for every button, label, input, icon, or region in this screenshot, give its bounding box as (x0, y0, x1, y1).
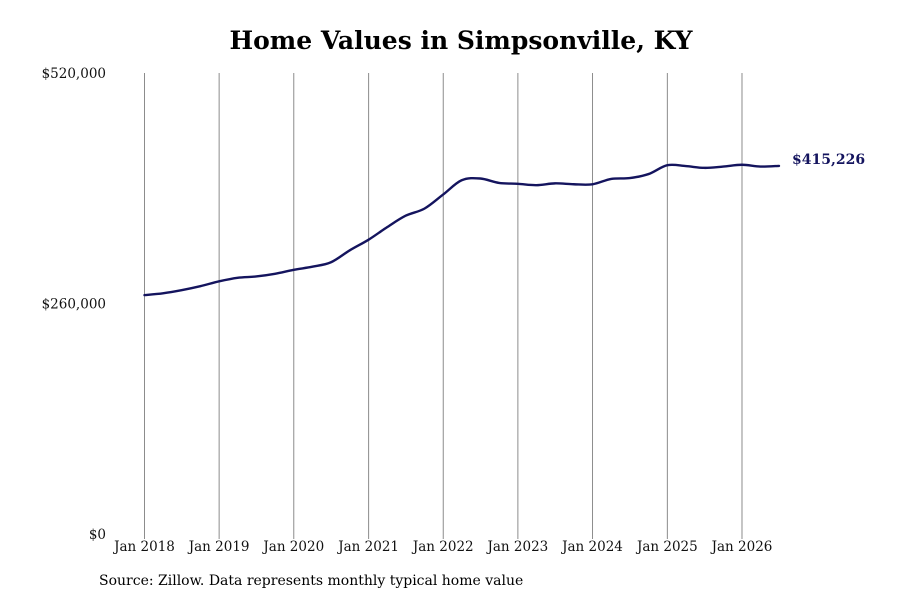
x-tick-label-8: Jan 2026 (710, 539, 773, 555)
y-tick-label-1: $260,000 (42, 297, 106, 313)
x-tick-label-5: Jan 2023 (485, 539, 548, 555)
series-layer (143, 163, 781, 297)
y-tick-label-2: $520,000 (42, 66, 106, 82)
series-line-0 (143, 163, 781, 297)
y-tick-label-0: $0 (89, 527, 106, 543)
latest-value-label: $415,226 (792, 152, 865, 168)
x-tick-label-7: Jan 2025 (635, 539, 698, 555)
x-tick-label-2: Jan 2020 (261, 539, 324, 555)
x-tick-label-1: Jan 2019 (187, 539, 250, 555)
y-axis-tick-labels: $0 $260,000 $520,000 (42, 66, 106, 543)
x-axis-tick-labels: Jan 2018 Jan 2019 Jan 2020 Jan 2021 Jan 2022… (112, 539, 772, 555)
x-tick-label-6: Jan 2024 (560, 539, 623, 555)
chart-title: Home Values in Simpsonville, KY (229, 26, 693, 55)
x-tick-label-3: Jan 2021 (336, 539, 399, 555)
source-note: Source: Zillow. Data represents monthly … (99, 573, 524, 589)
x-tick-label-0: Jan 2018 (112, 539, 175, 555)
gridlines (144, 73, 743, 539)
x-tick-label-4: Jan 2022 (411, 539, 474, 555)
